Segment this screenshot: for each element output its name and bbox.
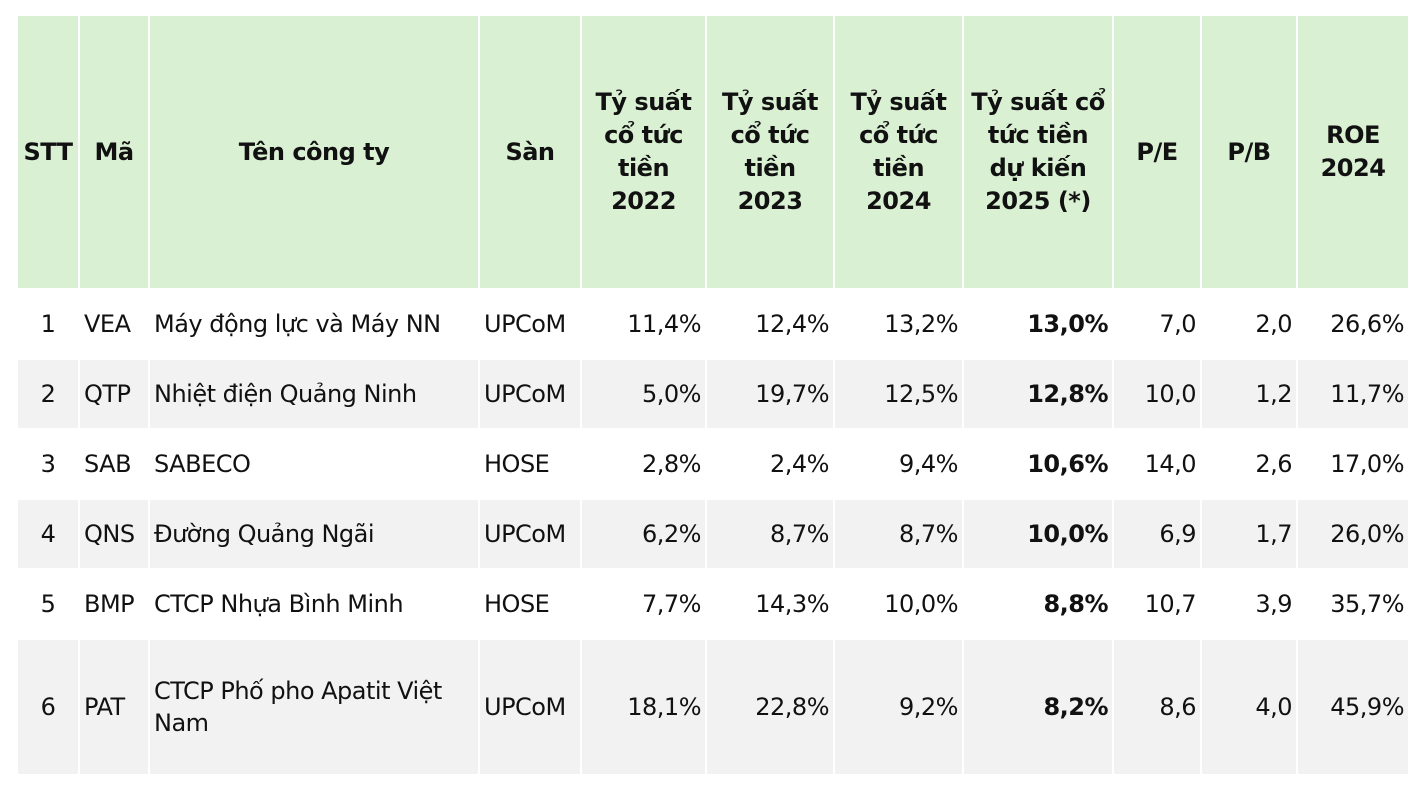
table-cell: PAT — [78, 638, 150, 776]
table-body: 1 VEA Máy động lực và Máy NN UPCoM 11,4% 12,4… — [16, 288, 1410, 776]
table-cell: 9,4% — [833, 428, 964, 500]
table-cell: 14,0 — [1112, 428, 1202, 500]
header-row: STT Mã Tên công ty Sàn Tỷ suất cổ tức tiền 2… — [16, 14, 1410, 290]
table-cell: 10,0 — [1112, 358, 1202, 430]
table-cell: 1,2 — [1200, 358, 1298, 430]
table-cell: Đường Quảng Ngãi — [148, 498, 480, 570]
table-row: 3 SAB SABECO HOSE 2,8% 2,4% 9,4% 10,6% 14,0 2,6 17… — [16, 428, 1410, 500]
table-cell: UPCoM — [478, 638, 582, 776]
table-cell: BMP — [78, 568, 150, 640]
table-cell: 13,0% — [962, 288, 1114, 360]
table-cell: 2,4% — [705, 428, 835, 500]
table-cell: 7,0 — [1112, 288, 1202, 360]
table-cell: 1 — [16, 288, 80, 360]
table-cell: 10,0% — [962, 498, 1114, 570]
table-cell: 4,0 — [1200, 638, 1298, 776]
table-cell: 8,8% — [962, 568, 1114, 640]
table-row: 1 VEA Máy động lực và Máy NN UPCoM 11,4% 12,4… — [16, 288, 1410, 360]
table-cell: 6 — [16, 638, 80, 776]
table-cell: 45,9% — [1296, 638, 1410, 776]
table-cell: HOSE — [478, 568, 582, 640]
table-cell: VEA — [78, 288, 150, 360]
table-cell: 22,8% — [705, 638, 835, 776]
table-cell: Máy động lực và Máy NN — [148, 288, 480, 360]
table-cell: 26,6% — [1296, 288, 1410, 360]
table-cell: 14,3% — [705, 568, 835, 640]
table-cell: 1,7 — [1200, 498, 1298, 570]
table-cell: 7,7% — [580, 568, 707, 640]
table-cell: 18,1% — [580, 638, 707, 776]
table-cell: CTCP Phố pho Apatit Việt Nam — [148, 638, 480, 776]
header-cell: ROE 2024 — [1296, 14, 1410, 290]
table-cell: 12,4% — [705, 288, 835, 360]
table-cell: 17,0% — [1296, 428, 1410, 500]
table-row: 4 QNS Đường Quảng Ngãi UPCoM 6,2% 8,7% 8,7% 10,… — [16, 498, 1410, 570]
table-cell: SABECO — [148, 428, 480, 500]
table-row: 6 PAT CTCP Phố pho Apatit Việt Nam UPCoM 18,… — [16, 638, 1410, 776]
table-cell: 35,7% — [1296, 568, 1410, 640]
table-cell: 11,7% — [1296, 358, 1410, 430]
table-cell: QTP — [78, 358, 150, 430]
header-cell: P/B — [1200, 14, 1298, 290]
header-cell: Tỷ suất cổ tức tiền 2022 — [580, 14, 707, 290]
header-cell: Mã — [78, 14, 150, 290]
table-cell: 3,9 — [1200, 568, 1298, 640]
table-cell: 3 — [16, 428, 80, 500]
table-cell: 8,6 — [1112, 638, 1202, 776]
header-cell: Tên công ty — [148, 14, 480, 290]
table-cell: 6,2% — [580, 498, 707, 570]
table-row: 2 QTP Nhiệt điện Quảng Ninh UPCoM 5,0% 19,7% 1… — [16, 358, 1410, 430]
header-cell: STT — [16, 14, 80, 290]
table-cell: 26,0% — [1296, 498, 1410, 570]
table-row: 5 BMP CTCP Nhựa Bình Minh HOSE 7,7% 14,3% 10,0… — [16, 568, 1410, 640]
table-cell: HOSE — [478, 428, 582, 500]
table-cell: CTCP Nhựa Bình Minh — [148, 568, 480, 640]
table-cell: 12,5% — [833, 358, 964, 430]
table-cell: 2,0 — [1200, 288, 1298, 360]
table-cell: 4 — [16, 498, 80, 570]
header-cell: Tỷ suất cổ tức tiền dự kiến 2025 (*) — [962, 14, 1114, 290]
table-cell: 5,0% — [580, 358, 707, 430]
table-cell: 8,2% — [962, 638, 1114, 776]
header-cell: Tỷ suất cổ tức tiền 2023 — [705, 14, 835, 290]
header-cell: P/E — [1112, 14, 1202, 290]
table-cell: UPCoM — [478, 498, 582, 570]
table-cell: Nhiệt điện Quảng Ninh — [148, 358, 480, 430]
table-cell: 11,4% — [580, 288, 707, 360]
table-cell: 2,6 — [1200, 428, 1298, 500]
dividend-table: STT Mã Tên công ty Sàn Tỷ suất cổ tức tiền 2… — [16, 14, 1410, 776]
table-cell: 6,9 — [1112, 498, 1202, 570]
table-cell: 8,7% — [705, 498, 835, 570]
table-cell: 2 — [16, 358, 80, 430]
header-cell: Tỷ suất cổ tức tiền 2024 — [833, 14, 964, 290]
table-cell: UPCoM — [478, 358, 582, 430]
table-cell: 12,8% — [962, 358, 1114, 430]
table-cell: QNS — [78, 498, 150, 570]
table-cell: 2,8% — [580, 428, 707, 500]
table-cell: 10,6% — [962, 428, 1114, 500]
table-cell: 5 — [16, 568, 80, 640]
table-cell: UPCoM — [478, 288, 582, 360]
table-cell: 10,0% — [833, 568, 964, 640]
table-cell: 10,7 — [1112, 568, 1202, 640]
table-cell: 9,2% — [833, 638, 964, 776]
table-cell: 8,7% — [833, 498, 964, 570]
table-cell: 19,7% — [705, 358, 835, 430]
table-cell: 13,2% — [833, 288, 964, 360]
header-cell: Sàn — [478, 14, 582, 290]
table-cell: SAB — [78, 428, 150, 500]
